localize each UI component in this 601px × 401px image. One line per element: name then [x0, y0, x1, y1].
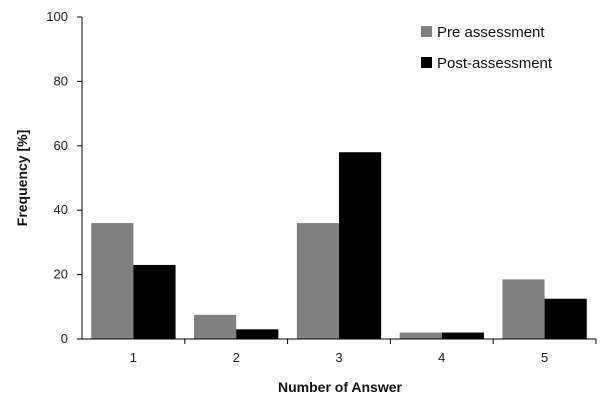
- legend-swatch-pre: [421, 26, 432, 37]
- bar-pre-4: [399, 332, 442, 339]
- y-tick-label-0: 0: [61, 331, 68, 346]
- x-axis-title: Number of Answer: [278, 379, 402, 395]
- x-tick-label-2: 2: [233, 350, 240, 365]
- y-tick-label-20: 20: [54, 267, 68, 282]
- y-axis-ticks: 0 20 40 60 80 100: [46, 9, 82, 346]
- bar-post-3: [339, 152, 382, 339]
- x-tick-label-4: 4: [438, 350, 445, 365]
- bar-post-4: [441, 332, 484, 339]
- x-axis-ticks: 1 2 3 4 5: [130, 339, 597, 365]
- x-tick-label-1: 1: [130, 350, 137, 365]
- legend-label-post: Post-assessment: [437, 55, 553, 72]
- bars-layer: [91, 152, 587, 339]
- x-tick-label-5: 5: [541, 350, 548, 365]
- bar-pre-2: [194, 314, 237, 339]
- legend: Pre assessment Post-assessment: [421, 24, 553, 72]
- bar-post-5: [544, 298, 587, 339]
- y-tick-label-60: 60: [54, 138, 68, 153]
- bar-post-1: [133, 264, 176, 339]
- x-tick-label-3: 3: [335, 350, 342, 365]
- bar-post-2: [236, 329, 279, 339]
- legend-swatch-post: [421, 57, 432, 68]
- bar-pre-5: [502, 279, 545, 339]
- y-tick-label-40: 40: [54, 202, 68, 217]
- legend-label-pre: Pre assessment: [437, 24, 545, 41]
- bar-pre-1: [91, 223, 134, 339]
- y-tick-label-80: 80: [54, 73, 68, 88]
- y-axis-title: Frequency [%]: [14, 130, 30, 226]
- bar-pre-3: [296, 223, 339, 339]
- y-tick-label-100: 100: [46, 9, 68, 24]
